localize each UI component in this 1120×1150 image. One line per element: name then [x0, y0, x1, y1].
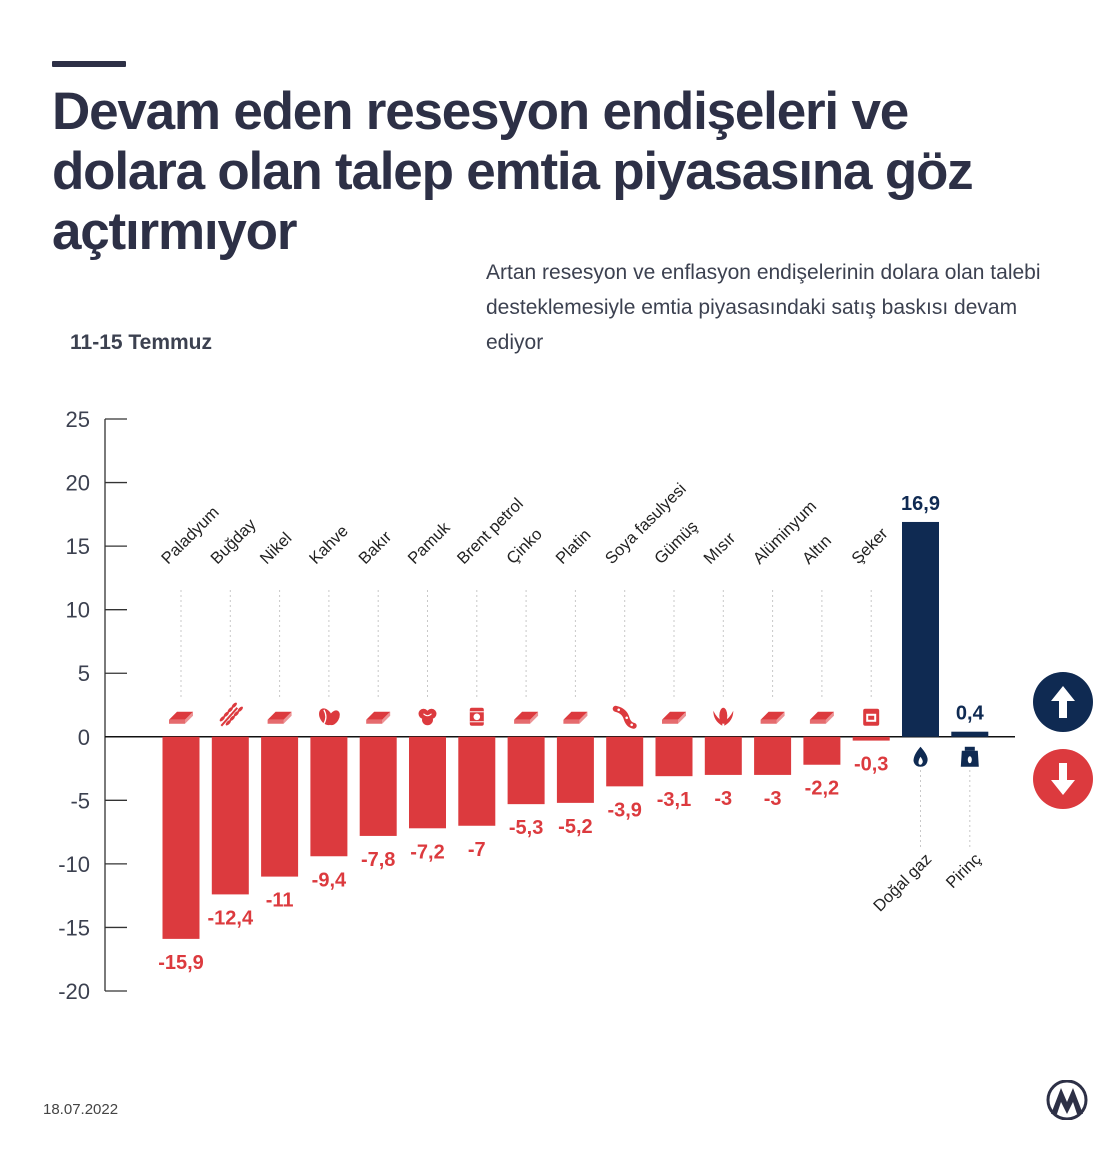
- data-label: 16,9: [901, 493, 940, 515]
- metal-bar-icon: [366, 711, 391, 724]
- y-tick-label: -10: [58, 852, 90, 877]
- period-label: 11-15 Temmuz: [70, 331, 213, 354]
- y-tick-label: 0: [78, 725, 90, 750]
- category-label: Kahve: [306, 522, 352, 568]
- category-label: Doğal gaz: [870, 850, 935, 915]
- arrow-down-icon: [1033, 749, 1093, 809]
- category-label: Gümüş: [651, 517, 701, 567]
- bar: [606, 736, 644, 787]
- data-label: -12,4: [208, 907, 254, 929]
- data-label: -3: [714, 788, 732, 810]
- sugar-sack-icon: [863, 708, 880, 726]
- data-label: -3,9: [607, 799, 641, 821]
- bar: [458, 736, 496, 826]
- metal-bar-icon: [169, 711, 193, 724]
- category-label: Nikel: [257, 529, 296, 568]
- data-label: -15,9: [158, 952, 204, 974]
- coffee-bean-icon: [319, 708, 340, 726]
- bar: [803, 736, 841, 765]
- metal-bar-icon: [809, 711, 834, 724]
- wheat-icon: [219, 702, 243, 727]
- y-tick-label: 10: [66, 598, 90, 623]
- metal-bar-icon: [760, 711, 785, 724]
- bar: [556, 736, 594, 803]
- bar: [162, 736, 200, 939]
- bar: [261, 736, 299, 877]
- data-label: -7,8: [361, 849, 395, 871]
- bar: [211, 736, 249, 895]
- y-tick-label: 20: [66, 471, 90, 496]
- bar: [951, 731, 989, 737]
- category-label: Pirinç: [943, 850, 985, 892]
- category-label: Altın: [799, 532, 835, 568]
- y-tick-label: 15: [66, 534, 90, 559]
- y-tick-label: -15: [58, 915, 90, 940]
- data-label: -3: [764, 788, 782, 810]
- category-label: Bakır: [355, 528, 395, 568]
- bar: [704, 736, 742, 775]
- bar: [310, 736, 348, 857]
- bar: [409, 736, 446, 829]
- aa-logo-icon: [1046, 1080, 1088, 1120]
- soybean-icon: [612, 705, 637, 729]
- bar: [902, 521, 939, 737]
- date-label: 18.07.2022: [43, 1101, 119, 1118]
- title-accent-line: [52, 61, 126, 67]
- bar: [754, 736, 792, 775]
- metal-bar-icon: [267, 711, 292, 724]
- y-tick-label: 25: [66, 407, 90, 432]
- metal-bar-icon: [514, 711, 539, 724]
- bar: [507, 736, 545, 805]
- metal-bar-icon: [662, 711, 686, 724]
- data-label: -3,1: [657, 789, 691, 811]
- bar: [359, 736, 397, 836]
- category-label: Çinko: [503, 525, 546, 568]
- data-label: -9,4: [312, 869, 347, 891]
- category-label: Mısır: [700, 529, 739, 568]
- data-label: -7,2: [410, 841, 444, 863]
- arrow-up-icon: [1033, 672, 1093, 732]
- rice-sack-icon: [960, 746, 979, 767]
- y-tick-label: -20: [58, 979, 90, 1004]
- metal-bar-icon: [563, 711, 588, 724]
- subtitle: Artan resesyon ve enflasyon endişelerini…: [486, 261, 1041, 354]
- cotton-icon: [418, 708, 437, 726]
- category-label: Platin: [553, 526, 595, 568]
- data-label: -2,2: [805, 778, 839, 800]
- y-tick-label: -5: [70, 788, 90, 813]
- category-label: Şeker: [848, 524, 892, 568]
- y-tick-label: 5: [78, 661, 90, 686]
- data-label: 0,4: [956, 703, 985, 725]
- gas-flame-icon: [913, 746, 928, 767]
- category-label: Pamuk: [405, 518, 455, 568]
- corn-icon: [713, 707, 734, 726]
- data-label: -5,3: [509, 817, 543, 839]
- oil-barrel-icon: [469, 707, 484, 726]
- data-label: -11: [266, 890, 294, 912]
- bar: [655, 736, 693, 777]
- bar: [852, 736, 890, 741]
- page-title: Devam eden resesyon endişeleri ve dolara…: [52, 82, 974, 261]
- data-label: -7: [468, 839, 486, 861]
- data-label: -5,2: [558, 816, 592, 838]
- data-label: -0,3: [854, 754, 888, 776]
